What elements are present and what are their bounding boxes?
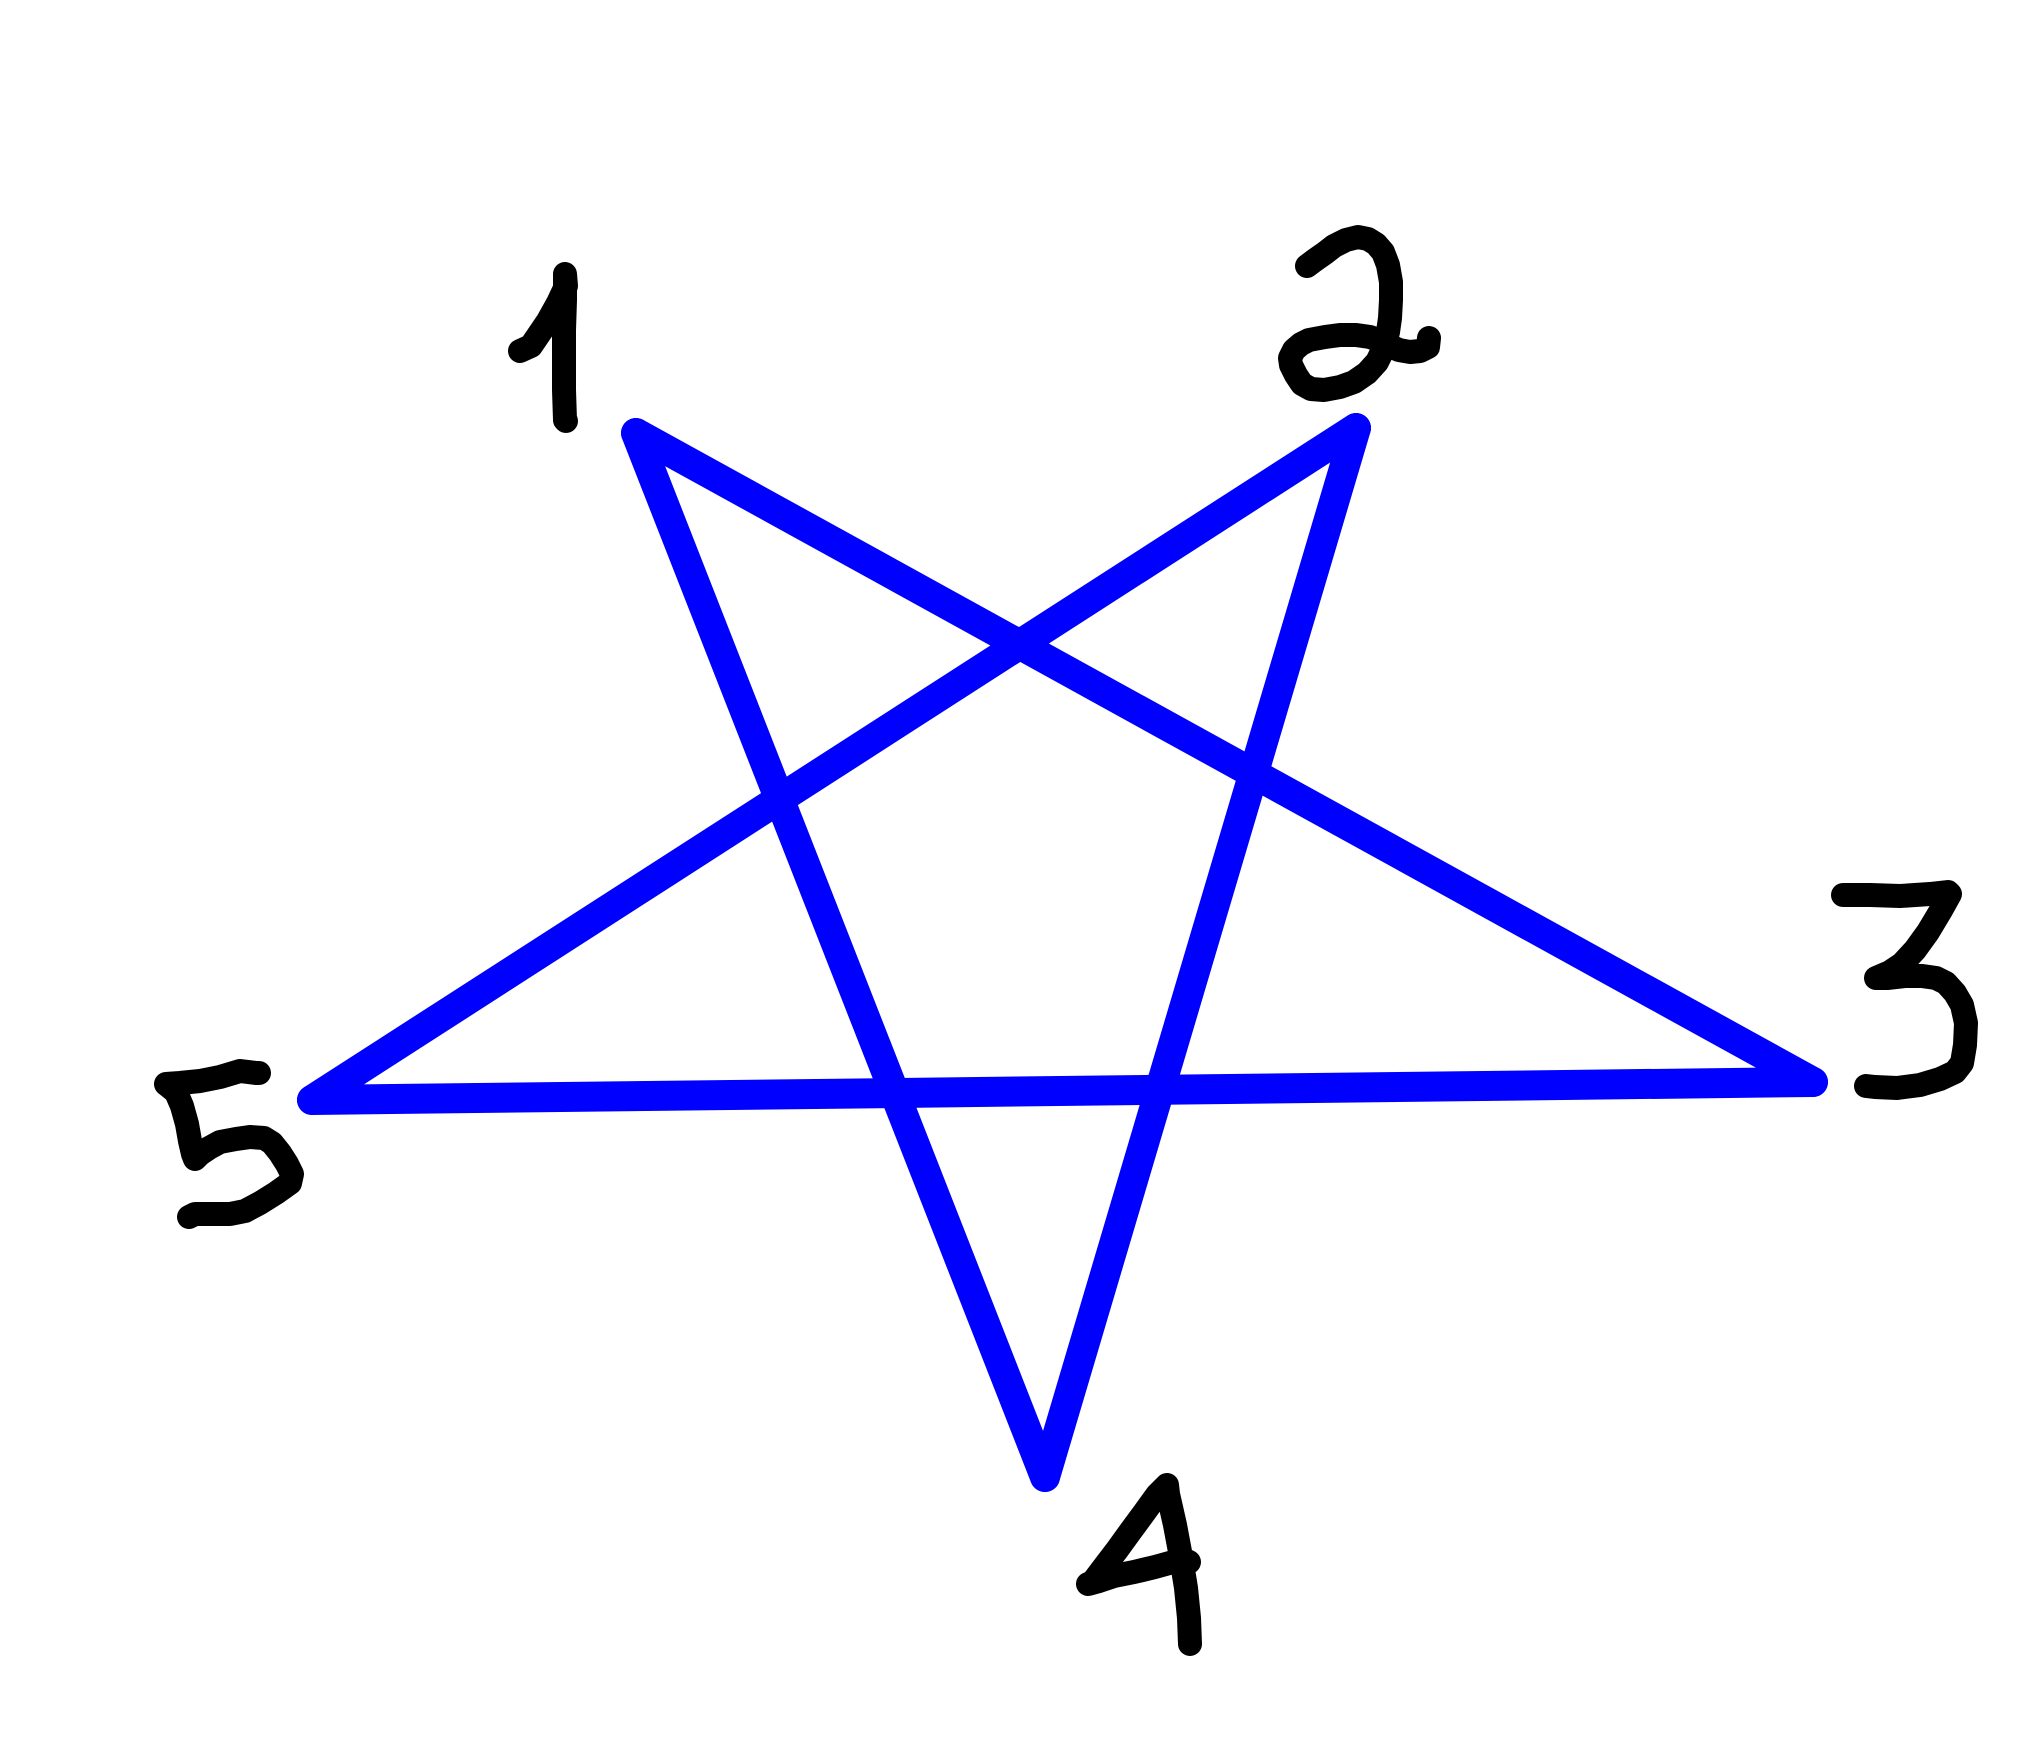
label-5-handwritten: [154, 1059, 304, 1229]
star-edge-2-to-4: [1030, 413, 1371, 1492]
star-edge-3-to-5: [297, 1067, 1828, 1115]
label-4-handwritten: [1076, 1473, 1202, 1656]
label-3-handwritten: [1831, 880, 1978, 1100]
star-edge-1-to-3: [621, 418, 1828, 1097]
star-edge-4-to-1: [621, 418, 1060, 1492]
label-1-handwritten: [508, 262, 578, 433]
label-2-handwritten: [1278, 225, 1441, 402]
star-edge-5-to-2: [297, 413, 1371, 1115]
star: [297, 413, 1828, 1492]
